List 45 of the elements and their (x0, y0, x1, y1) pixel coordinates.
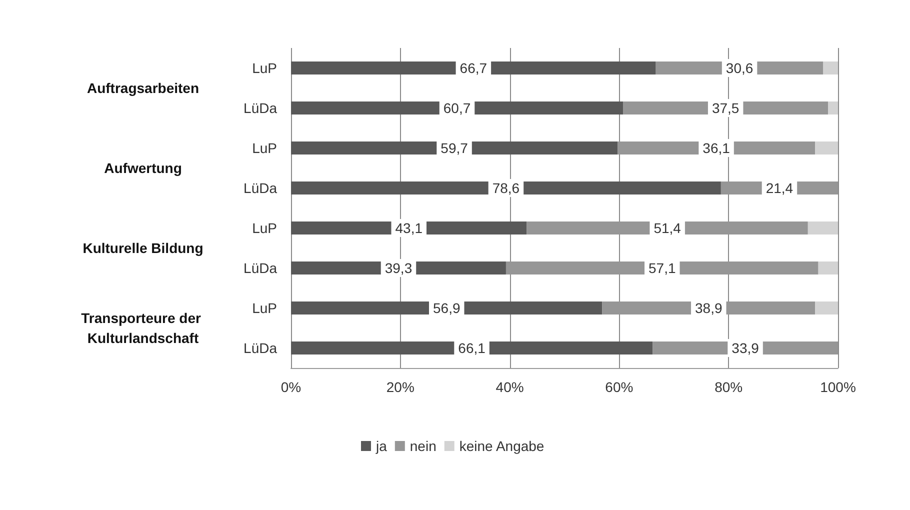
bar (815, 302, 838, 314)
bar (828, 102, 838, 114)
x-tick-label: 0% (280, 379, 302, 395)
y-tick-label: LüDa (244, 100, 278, 116)
data-label: 60,7 (443, 100, 471, 116)
data-label: 33,9 (732, 340, 760, 356)
data-label: 56,9 (432, 300, 460, 316)
x-tick-label: 40% (496, 379, 524, 395)
y-tick-label: LuP (252, 220, 277, 236)
text: Transporteure der Kulturlandschaft (81, 310, 205, 346)
data-label: 36,1 (702, 140, 730, 156)
legend-label: keine Angabe (459, 438, 544, 454)
y-tick-label: LüDa (244, 340, 278, 356)
data-label: 38,9 (695, 300, 722, 316)
data-label: 39,3 (384, 260, 412, 276)
data-label: 37,5 (712, 100, 740, 116)
data-label: 66,1 (458, 340, 486, 356)
y-tick-label: LuP (252, 60, 277, 76)
x-tick-label: 80% (714, 379, 743, 395)
bar (823, 62, 838, 74)
text: Kulturelle Bildung (82, 240, 204, 256)
data-label: 59,7 (440, 140, 468, 156)
bar (815, 142, 838, 154)
data-label: 66,7 (460, 60, 488, 76)
legend-label: nein (410, 438, 436, 454)
data-label: 30,6 (726, 60, 754, 76)
text: Aufwertung (104, 160, 182, 176)
text: Auftragsarbeiten (86, 80, 200, 96)
x-tick-label: 60% (605, 379, 634, 395)
data-label: 21,4 (766, 180, 794, 196)
bar (291, 62, 656, 74)
x-tick-label: 100% (820, 379, 856, 395)
y-tick-label: LüDa (244, 260, 278, 276)
data-label: 51,4 (654, 220, 682, 236)
bar (808, 222, 838, 234)
y-tick-label: LuP (252, 300, 277, 316)
data-label: 78,6 (492, 180, 520, 196)
legend-label: ja (375, 438, 388, 454)
bar (291, 342, 653, 354)
data-label: 43,1 (395, 220, 423, 236)
data-label: 57,1 (648, 260, 676, 276)
bar (818, 262, 838, 274)
y-tick-label: LuP (252, 140, 277, 156)
x-tick-label: 20% (386, 379, 414, 395)
y-tick-label: LüDa (244, 180, 278, 196)
